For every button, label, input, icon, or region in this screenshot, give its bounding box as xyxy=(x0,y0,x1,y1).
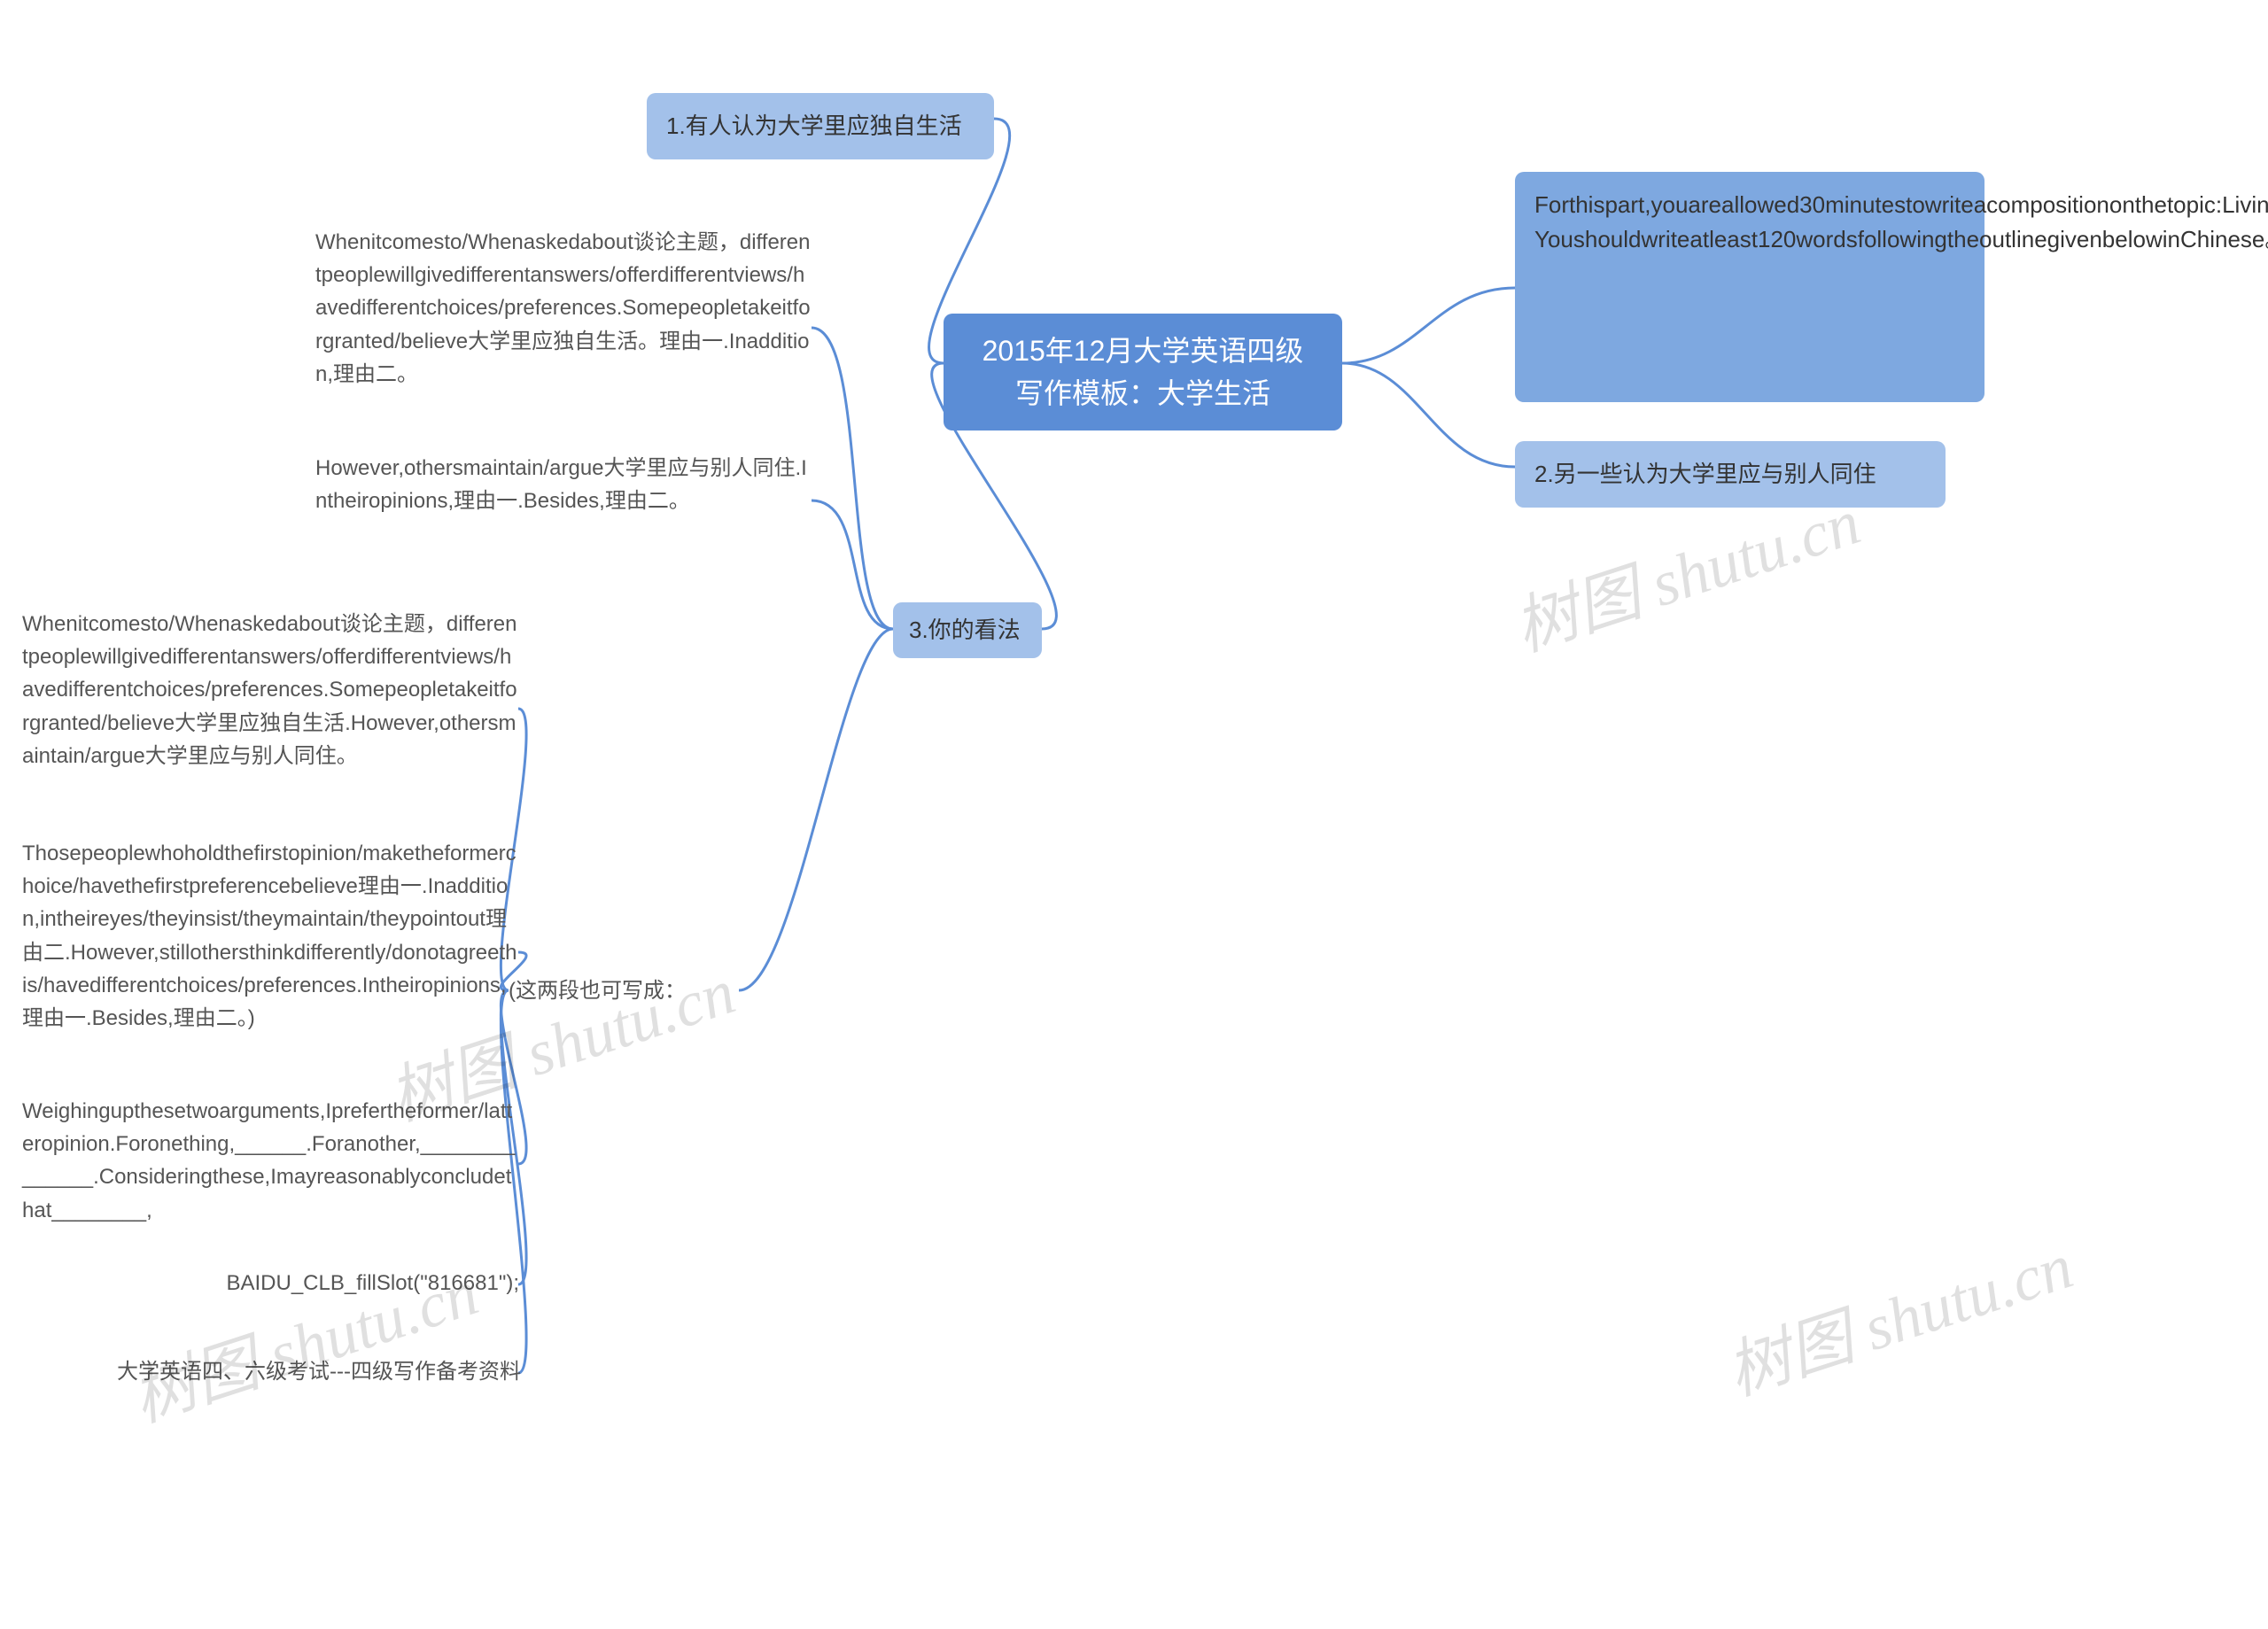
right-paragraph-text: Forthispart,youareallowed30minutestowrit… xyxy=(1534,191,2268,252)
left-point1-node: 1.有人认为大学里应独自生活 xyxy=(647,93,994,159)
left-point3-node: 3.你的看法 xyxy=(893,602,1042,658)
sub-paragraph-1: Whenitcomesto/Whenaskedabout谈论主题，differe… xyxy=(22,608,518,811)
connector xyxy=(1342,363,1515,467)
right-paragraph-node: Forthispart,youareallowed30minutestowrit… xyxy=(1515,172,1984,402)
root-line2: 写作模板：大学生活 xyxy=(963,372,1323,415)
watermark-text: 树图 shutu.cn xyxy=(1713,1214,2083,1413)
left-point1-text: 1.有人认为大学里应独自生活 xyxy=(666,112,962,139)
connector xyxy=(812,328,893,629)
connector xyxy=(739,629,893,990)
right-point2-node: 2.另一些认为大学里应与别人同住 xyxy=(1515,441,1946,508)
paragraph-a: Whenitcomesto/Whenaskedabout谈论主题，differe… xyxy=(315,226,812,430)
root-line1: 2015年12月大学英语四级 xyxy=(963,330,1323,372)
connector xyxy=(1342,288,1515,363)
root-node: 2015年12月大学英语四级 写作模板：大学生活 xyxy=(944,314,1342,431)
left-point3-text: 3.你的看法 xyxy=(909,617,1021,643)
connector xyxy=(812,500,893,629)
paragraph-b: However,othersmaintain/argue大学里应与别人同住.In… xyxy=(315,452,812,549)
